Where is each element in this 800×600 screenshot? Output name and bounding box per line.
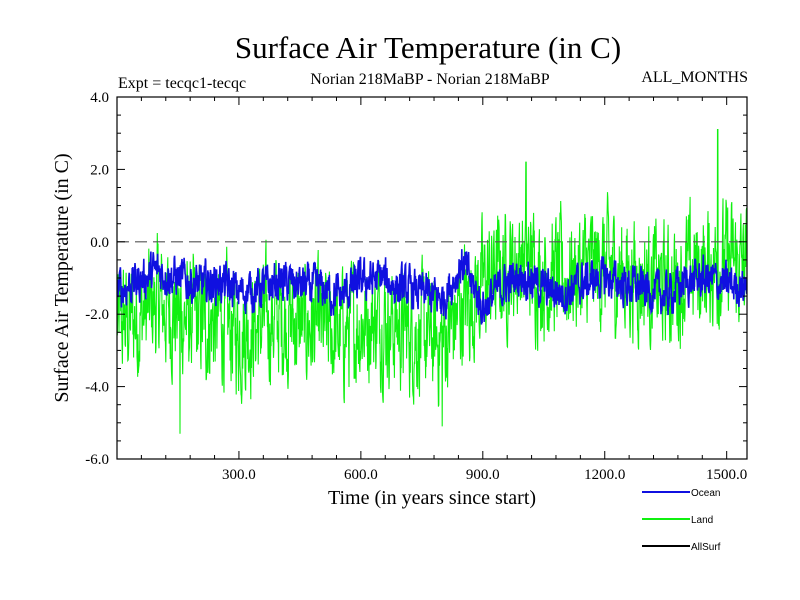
x-tick-label: 300.0 <box>222 467 256 483</box>
x-tick-label: 900.0 <box>466 467 500 483</box>
y-tick-label: -6.0 <box>85 452 109 468</box>
axes-layer: 300.0 600.0 900.0 1200.0 1500.0 -6.0 -4.0 -2.0 0… <box>85 90 747 483</box>
y-tick-label: 4.0 <box>90 90 109 106</box>
x-tick-label: 1200.0 <box>584 467 625 483</box>
y-axis-label: Surface Air Temperature (in C) <box>51 153 73 402</box>
series-line-ocean <box>117 249 747 325</box>
subtitle-right: ALL_MONTHS <box>641 69 748 86</box>
legend-label-allsurf: AllSurf <box>691 542 721 553</box>
series-line-land <box>117 129 747 434</box>
x-tick-label: 600.0 <box>344 467 378 483</box>
x-axis-label: Time (in years since start) <box>328 487 536 509</box>
x-tick-label: 1500.0 <box>706 467 747 483</box>
chart-title: Surface Air Temperature (in C) <box>235 30 621 65</box>
legend-label-ocean: Ocean <box>691 488 720 499</box>
legend-label-land: Land <box>691 515 713 526</box>
subtitle-center: Norian 218MaBP - Norian 218MaBP <box>310 71 549 88</box>
y-tick-label: -2.0 <box>85 307 109 323</box>
y-tick-label: 0.0 <box>90 235 109 251</box>
legend: Ocean Land AllSurf <box>642 488 721 553</box>
y-tick-label: 2.0 <box>90 162 109 178</box>
subtitle-left: Expt = tecqc1-tecqc <box>118 75 246 92</box>
y-tick-label: -4.0 <box>85 380 109 396</box>
series-layer <box>117 129 747 434</box>
